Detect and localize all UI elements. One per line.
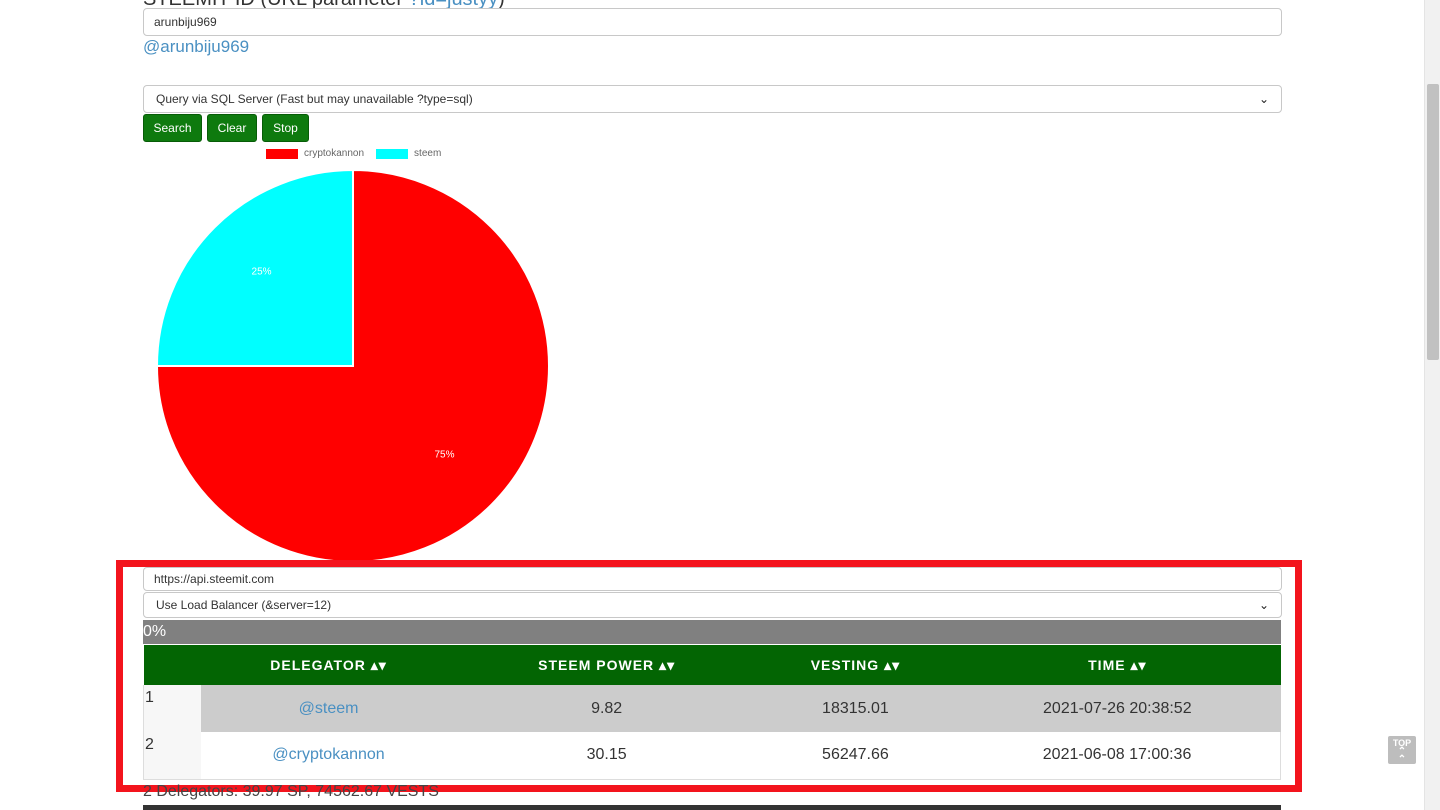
query-method-selected: Query via SQL Server (Fast but may unava…	[156, 92, 473, 106]
legend-swatch-steem	[376, 148, 409, 159]
query-method-select[interactable]: Query via SQL Server (Fast but may unava…	[143, 85, 1282, 113]
example-param-link[interactable]: ?id=justyy	[409, 0, 499, 10]
api-endpoint-input[interactable]	[143, 567, 1282, 591]
pie-label-cryptokannon: 75%	[434, 449, 454, 460]
progress-label: 0%	[143, 623, 167, 640]
row-index: 1	[143, 685, 201, 732]
time-cell: 2021-06-08 17:00:36	[954, 732, 1282, 780]
delegator-cell: @cryptokannon	[200, 732, 457, 780]
header-time[interactable]: TIME ▴▾	[954, 645, 1281, 685]
server-selected: Use Load Balancer (&server=12)	[156, 598, 332, 612]
steem-power-cell: 9.82	[456, 685, 757, 732]
steemit-id-input[interactable]	[143, 8, 1282, 36]
legend-swatch-cryptokannon	[266, 148, 298, 159]
header-vesting[interactable]: VESTING ▴▾	[756, 645, 955, 685]
chevron-down-icon: ⌄	[1258, 92, 1269, 106]
back-to-top-button[interactable]: TOP ⌃ ⌃	[1388, 736, 1416, 765]
chart-legend: cryptokannon steem	[266, 148, 445, 159]
user-profile-link[interactable]: @arunbiju969	[143, 37, 250, 56]
clear-button[interactable]: Clear	[207, 114, 257, 142]
delegator-cell: @steem	[200, 685, 457, 732]
header-steem-power[interactable]: STEEM POWER ▴▾	[456, 645, 757, 685]
scrollbar-thumb[interactable]	[1427, 84, 1439, 360]
top-label: TOP	[1392, 738, 1412, 748]
search-button[interactable]: Search	[143, 114, 202, 142]
footer-bar	[143, 805, 1281, 810]
delegator-link[interactable]: @cryptokannon	[272, 746, 385, 764]
chevron-down-icon: ⌄	[1258, 598, 1269, 612]
page-scrollbar[interactable]	[1424, 0, 1440, 810]
time-cell: 2021-07-26 20:38:52	[954, 685, 1281, 732]
table-row: 2 @cryptokannon 30.15 56247.66 2021-06-0…	[143, 732, 1282, 780]
pie-slice-steem[interactable]	[155, 168, 354, 367]
delegators-table: DELEGATOR ▴▾ STEEM POWER ▴▾ VESTING ▴▾ T…	[143, 645, 1282, 780]
vesting-cell: 56247.66	[756, 732, 955, 780]
steem-power-cell: 30.15	[456, 732, 757, 780]
delegators-summary: 2 Delegators: 39.97 SP, 74562.67 VESTS	[143, 783, 439, 800]
table-header-row: DELEGATOR ▴▾ STEEM POWER ▴▾ VESTING ▴▾ T…	[143, 645, 1281, 685]
server-select[interactable]: Use Load Balancer (&server=12) ⌄	[143, 592, 1282, 618]
id-field-label: STEEMIT ID (URL parameter ?id=justyy)	[143, 0, 505, 11]
progress-bar: 0%	[143, 620, 1281, 644]
row-index: 2	[143, 732, 201, 780]
delegator-link[interactable]: @steem	[298, 699, 359, 717]
table-row: 1 @steem 9.82 18315.01 2021-07-26 20:38:…	[143, 685, 1281, 732]
legend-label-steem: steem	[414, 148, 442, 159]
header-delegator[interactable]: DELEGATOR ▴▾	[200, 645, 457, 685]
legend-item-steem[interactable]: steem	[376, 148, 441, 159]
delegation-pie-chart: 75% 25%	[155, 168, 550, 563]
vesting-cell: 18315.01	[756, 685, 955, 732]
stop-button[interactable]: Stop	[262, 114, 309, 142]
pie-label-steem: 25%	[252, 267, 272, 278]
legend-item-cryptokannon[interactable]: cryptokannon	[266, 148, 364, 159]
legend-label-cryptokannon: cryptokannon	[304, 148, 365, 159]
double-chevron-up-icon: ⌃ ⌃	[1397, 746, 1407, 765]
pie-slice-cryptokannon[interactable]	[155, 168, 550, 563]
header-index	[143, 645, 201, 685]
